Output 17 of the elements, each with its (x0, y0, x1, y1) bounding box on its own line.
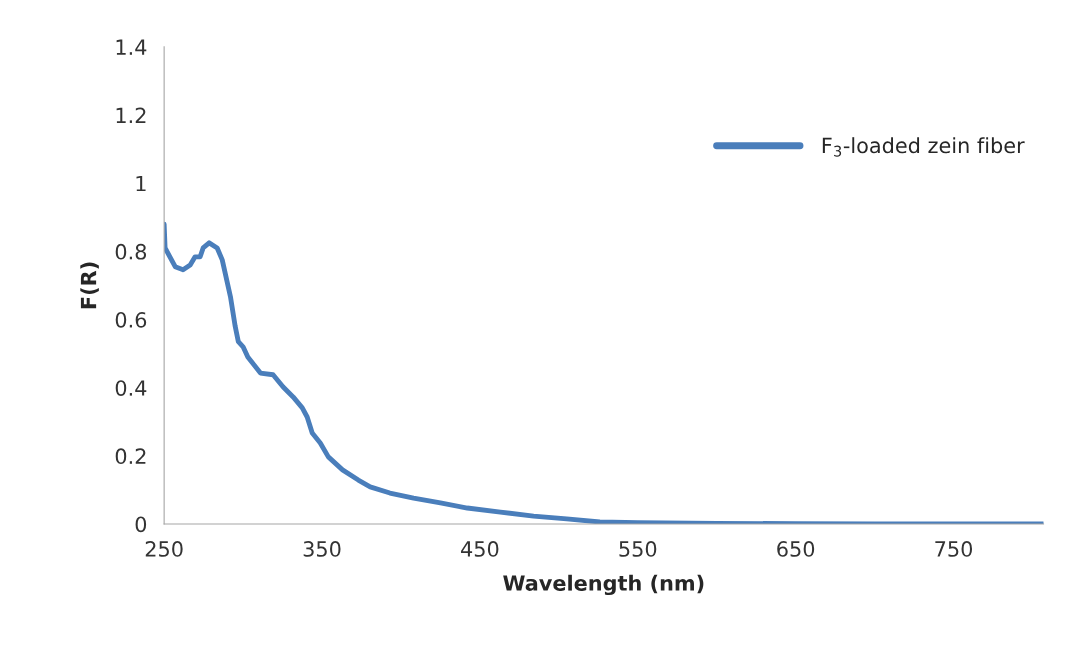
x-tick-label: 250 (145, 541, 183, 557)
x-tick-label: 450 (461, 541, 499, 557)
y-tick-label: 0.6 (115, 311, 147, 328)
y-tick-label: 1.2 (116, 107, 146, 123)
y-tick-label: 1 (136, 175, 146, 192)
y-axis-title: F(R) (80, 262, 99, 309)
x-tick-label: 750 (935, 541, 973, 557)
legend-label: F$_{3}$-loaded zein fiber (822, 137, 1025, 157)
y-tick-label: 1.4 (116, 39, 147, 55)
x-tick-label: 650 (777, 541, 815, 557)
x-axis-title: Wavelength (nm) (503, 574, 704, 596)
x-tick-label: 350 (303, 541, 341, 557)
y-tick-label: 0.8 (115, 243, 147, 260)
y-tick-label: 0.2 (115, 448, 146, 465)
y-tick-label: 0 (135, 516, 147, 533)
y-tick-label: 0.4 (115, 380, 147, 396)
x-tick-label: 550 (619, 541, 657, 557)
